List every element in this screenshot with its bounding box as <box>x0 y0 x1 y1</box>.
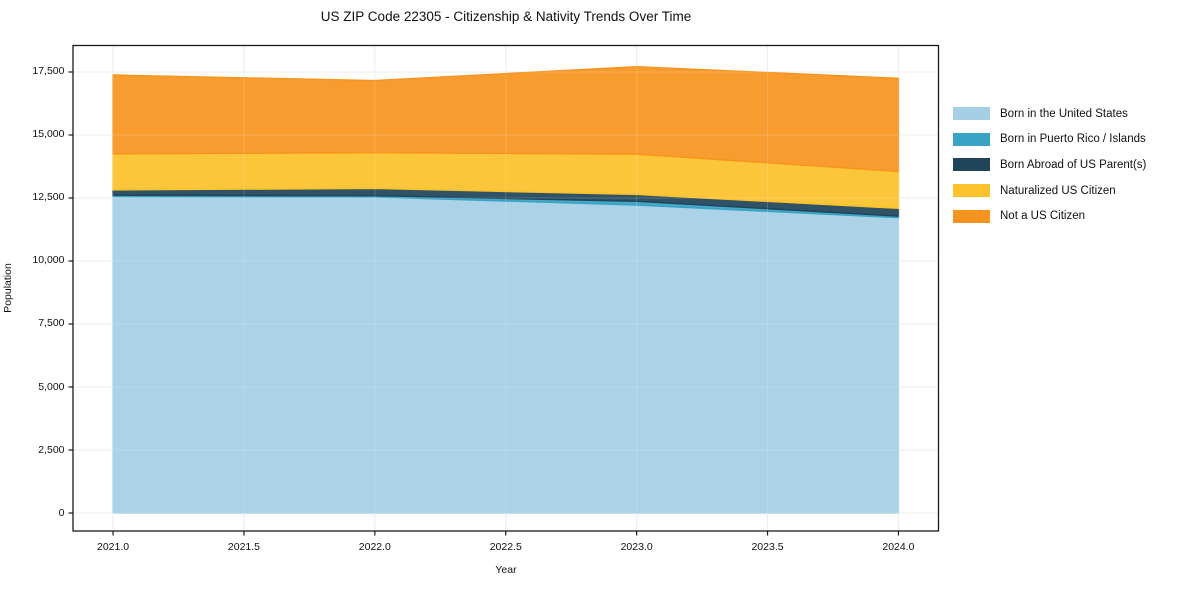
legend-swatch <box>953 209 990 223</box>
legend-item: Born in Puerto Rico / Islands <box>953 127 1146 153</box>
x-tick-label: 2021.5 <box>227 541 261 553</box>
legend-item: Not a US Citizen <box>953 203 1146 229</box>
y-tick-label: 7,500 <box>38 317 65 330</box>
legend-label: Born Abroad of US Parent(s) <box>1000 158 1147 171</box>
legend-label: Not a US Citizen <box>1000 210 1086 223</box>
y-tick-label: 12,500 <box>32 191 65 204</box>
tick-marks <box>68 71 900 536</box>
legend-item: Born in the United States <box>953 101 1146 127</box>
x-tick-label: 2022.0 <box>358 541 391 553</box>
x-tick-label: 2023.5 <box>751 541 784 553</box>
legend-label: Naturalized US Citizen <box>1000 184 1116 197</box>
legend-item: Naturalized US Citizen <box>953 178 1146 204</box>
x-tick-label: 2021.0 <box>96 541 130 553</box>
legend-swatch <box>953 132 990 146</box>
y-tick-label: 5,000 <box>38 380 65 393</box>
chart-title: US ZIP Code 22305 - Citizenship & Nativi… <box>320 9 692 24</box>
y-axis-label: Population <box>2 263 14 313</box>
y-tick-label: 17,500 <box>32 65 65 78</box>
y-tick-label: 2,500 <box>38 443 65 456</box>
legend-item: Born Abroad of US Parent(s) <box>953 152 1146 178</box>
x-tick-label: 2024.0 <box>882 541 915 553</box>
y-tick-label: 10,000 <box>32 254 65 267</box>
x-tick-label: 2023.0 <box>620 541 653 553</box>
legend-swatch <box>953 184 990 198</box>
gridlines-overlay <box>73 45 939 531</box>
legend-label: Born in Puerto Rico / Islands <box>1000 133 1146 146</box>
y-tick-label: 0 <box>58 506 65 519</box>
x-axis-label: Year <box>495 564 517 576</box>
legend-label: Born in the United States <box>1000 107 1128 120</box>
legend-swatch <box>953 107 990 121</box>
x-tick-label: 2022.5 <box>489 541 522 553</box>
area-series <box>112 65 900 173</box>
y-tick-label: 15,000 <box>32 128 65 141</box>
legend-swatch <box>953 158 990 172</box>
legend: Born in the United States Born in Puerto … <box>953 101 1146 229</box>
area-series-group <box>112 65 900 514</box>
